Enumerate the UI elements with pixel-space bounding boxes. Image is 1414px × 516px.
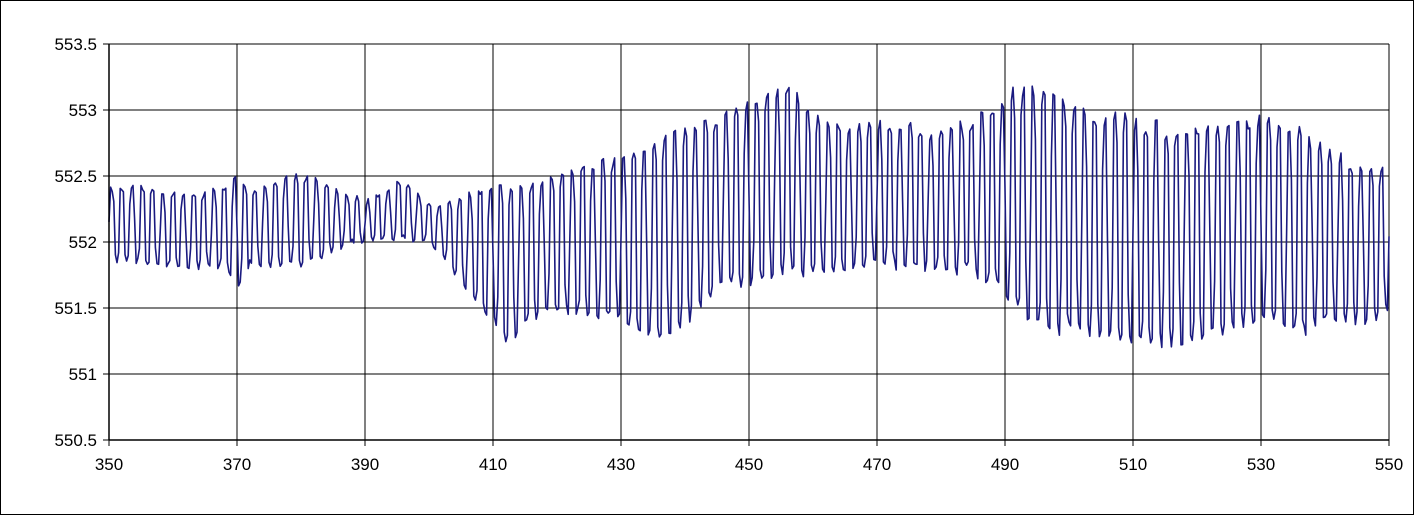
axes [103,43,1390,446]
y-tick-label: 552.5 [54,167,97,186]
x-tick-label: 550 [1375,455,1403,474]
x-tick-label: 370 [223,455,251,474]
y-tick-label: 552 [69,233,97,252]
x-tick-label: 450 [735,455,763,474]
y-tick-label: 551.5 [54,299,97,318]
series-line [108,85,1390,349]
tick-labels: 350 370 390 410 430 450 470 490 510 530 550 550.5 55… [54,35,1403,474]
y-tick-label: 550.5 [54,431,97,450]
x-tick-label: 530 [1247,455,1275,474]
x-tick-label: 490 [991,455,1019,474]
x-tick-label: 390 [351,455,379,474]
x-tick-label: 430 [607,455,635,474]
x-tick-label: 510 [1119,455,1147,474]
y-tick-label: 553 [69,101,97,120]
x-tick-label: 350 [95,455,123,474]
x-tick-label: 470 [863,455,891,474]
x-tick-label: 410 [479,455,507,474]
y-tick-label: 553.5 [54,35,97,54]
y-tick-label: 551 [69,365,97,384]
grid [109,43,1390,440]
series-layer [108,85,1390,349]
